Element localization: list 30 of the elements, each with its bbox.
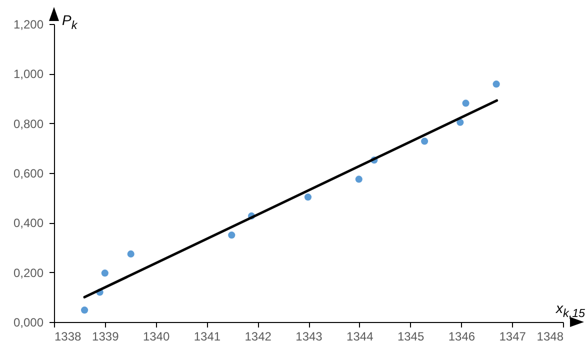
x-tick-label: 1341 xyxy=(194,330,221,344)
point xyxy=(127,250,134,258)
point xyxy=(228,232,236,239)
point xyxy=(421,138,428,145)
point xyxy=(101,270,108,277)
x-tick-label: 1345 xyxy=(397,330,424,344)
y-tick-label: 0,600 xyxy=(13,166,44,180)
x-tick-label: 1340 xyxy=(142,330,170,344)
x-tick-label: 1342 xyxy=(244,330,272,344)
point xyxy=(456,118,464,126)
y-tick-label: 1,200 xyxy=(13,18,44,32)
point xyxy=(462,100,470,107)
x-axis-title: x$_{k,15}$ xyxy=(556,300,586,320)
y-tick-label: 1,000 xyxy=(13,67,44,82)
x-tick-label: 1346 xyxy=(448,330,476,344)
y-tick-label: 0,800 xyxy=(13,116,44,131)
point xyxy=(81,306,88,314)
y-tick-label: 0,000 xyxy=(13,316,44,330)
y-tick-label: 0,400 xyxy=(13,216,44,230)
point xyxy=(355,176,362,183)
point xyxy=(492,80,500,88)
x-tick-label: 1347 xyxy=(499,330,526,344)
y-tick-label: 0,200 xyxy=(13,266,44,280)
point xyxy=(304,194,312,201)
y-axis-title: P$_{k}$ xyxy=(62,12,78,32)
x-tick-label: 1344 xyxy=(346,330,374,344)
x-tick-label: 1343 xyxy=(296,330,323,344)
x-tick-label: 1339 xyxy=(92,330,120,344)
x-tick-label: 1338 xyxy=(54,330,82,344)
x-tick-label: 1348 xyxy=(536,330,564,344)
